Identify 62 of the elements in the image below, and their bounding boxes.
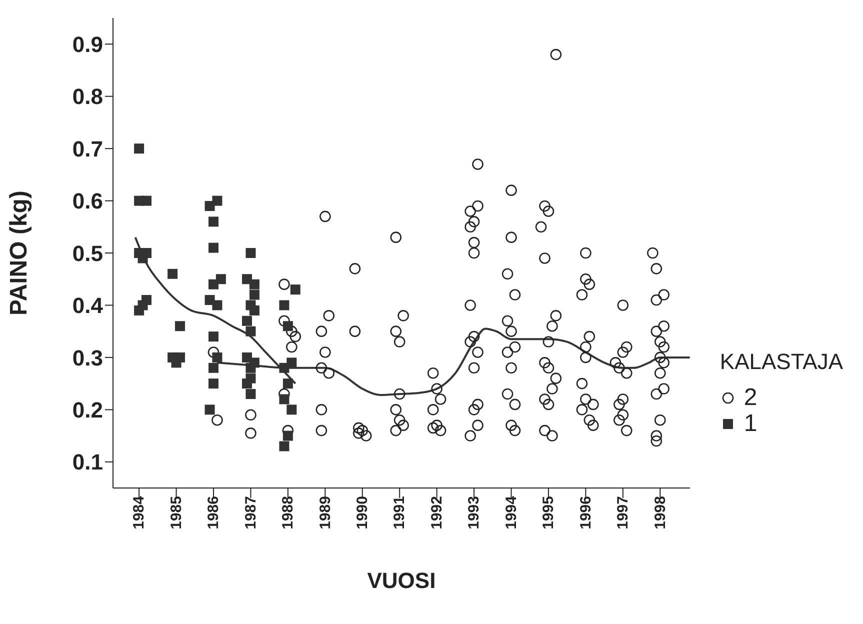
point [208, 242, 218, 253]
point [246, 389, 256, 399]
point [242, 316, 252, 326]
point [216, 274, 226, 284]
point [282, 378, 293, 389]
y-tick-label: 0.5 [72, 240, 103, 266]
y-axis-title: PAINO (kg) [6, 190, 33, 316]
x-axis-title: VUOSI [367, 568, 436, 593]
y-tick-label: 0.9 [72, 32, 103, 57]
y-tick-label: 0.2 [72, 397, 103, 422]
point [212, 352, 222, 362]
x-tick-label: 1988 [280, 496, 297, 530]
point [246, 326, 256, 336]
x-tick-label: 1987 [242, 496, 260, 530]
y-tick-label: 0.4 [72, 293, 104, 318]
point [279, 300, 290, 310]
legend-label: 1 [744, 410, 758, 437]
x-tick-label: 1985 [168, 496, 185, 530]
x-tick-label: 1992 [428, 496, 446, 530]
point [279, 362, 290, 373]
point [282, 430, 293, 441]
x-tick-label: 1997 [614, 496, 632, 530]
y-tick-label: 0.1 [72, 450, 103, 475]
point [286, 404, 297, 415]
legend-label: 2 [744, 384, 758, 411]
point [208, 362, 218, 373]
point [208, 216, 218, 227]
point [249, 305, 260, 316]
point [174, 321, 185, 332]
point [246, 248, 256, 258]
point [282, 321, 293, 332]
point [242, 378, 252, 389]
y-tick-label: 0.6 [72, 188, 103, 214]
x-tick-label: 1990 [354, 496, 372, 530]
x-tick-label: 1986 [205, 496, 222, 530]
x-tick-label: 1998 [652, 496, 669, 530]
point [142, 295, 152, 305]
x-tick-label: 1994 [502, 495, 520, 530]
x-tick-label: 1996 [577, 496, 594, 530]
point [249, 290, 260, 300]
point [134, 144, 144, 154]
point [279, 394, 290, 404]
point [212, 300, 222, 310]
point [249, 279, 260, 290]
point [290, 284, 300, 295]
x-tick-label: 1993 [466, 496, 483, 530]
y-tick-label: 0.8 [72, 84, 103, 110]
point [212, 196, 222, 206]
x-tick-label: 1995 [540, 496, 558, 530]
point [204, 404, 215, 415]
y-tick-label: 0.7 [72, 136, 103, 162]
point [208, 378, 218, 389]
point [246, 362, 256, 373]
point [208, 332, 218, 342]
point [279, 441, 290, 452]
x-tick-label: 1989 [316, 496, 334, 530]
point [142, 196, 152, 206]
y-tick-label: 0.3 [72, 345, 103, 370]
x-tick-label: 1991 [391, 496, 408, 530]
legend-title: KALASTAJA [720, 349, 843, 375]
x-tick-label: 1984 [130, 495, 148, 530]
point [168, 268, 178, 279]
